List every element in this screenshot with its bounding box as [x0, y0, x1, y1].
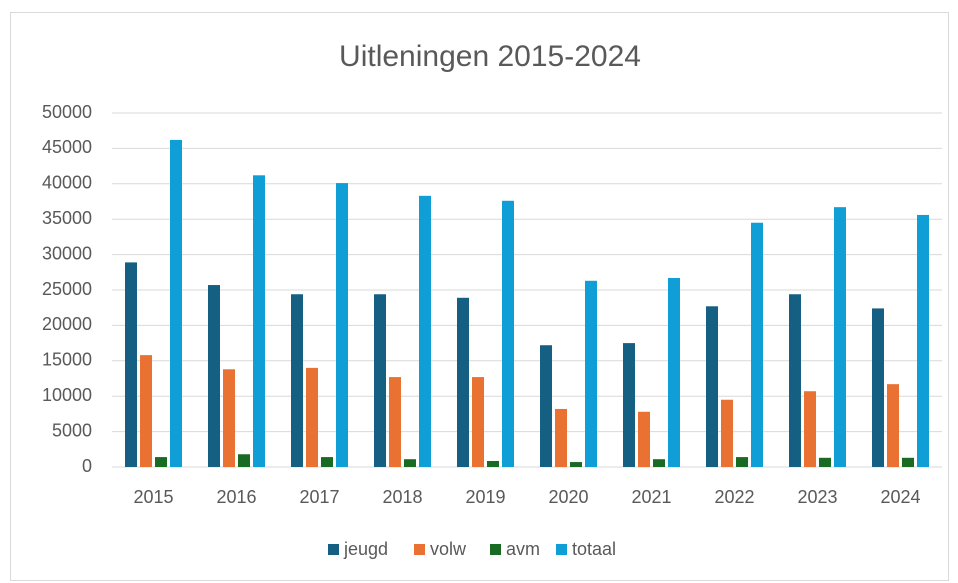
bar: [502, 200, 514, 468]
x-tick-label: 2020: [548, 487, 588, 507]
bar: [917, 214, 929, 467]
bar: [638, 411, 650, 467]
bar: [140, 355, 152, 467]
chart-title: Uitleningen 2015-2024: [339, 40, 641, 73]
x-tick-label: 2015: [133, 487, 173, 507]
bar: [208, 285, 220, 467]
y-tick-label: 35000: [42, 208, 92, 228]
x-tick-label: 2019: [465, 487, 505, 507]
bar: [902, 457, 914, 467]
bar: [789, 294, 801, 467]
bar: [155, 457, 167, 467]
y-tick-label: 5000: [52, 420, 92, 440]
bar: [721, 399, 733, 467]
legend-label: totaal: [572, 539, 616, 559]
bar: [872, 308, 884, 467]
bar: [238, 454, 250, 467]
bar: [457, 297, 469, 467]
legend-swatch: [556, 544, 567, 555]
bar: [706, 306, 718, 467]
x-tick-label: 2021: [631, 487, 671, 507]
legend-swatch: [414, 544, 425, 555]
bar: [623, 343, 635, 467]
bar: [291, 294, 303, 467]
bar: [125, 262, 137, 467]
y-tick-label: 0: [82, 456, 92, 476]
bar: [736, 457, 748, 467]
y-tick-label: 10000: [42, 385, 92, 405]
bar: [585, 280, 597, 467]
legend-label: avm: [506, 539, 540, 559]
x-tick-label: 2024: [880, 487, 920, 507]
bar: [389, 377, 401, 467]
bar: [819, 457, 831, 467]
bar: [540, 345, 552, 467]
bar: [321, 457, 333, 467]
bar: [834, 207, 846, 467]
y-tick-label: 50000: [42, 102, 92, 122]
legend-label: volw: [430, 539, 467, 559]
bar: [751, 222, 763, 467]
x-tick-label: 2018: [382, 487, 422, 507]
y-tick-label: 30000: [42, 243, 92, 263]
y-tick-label: 15000: [42, 350, 92, 370]
bar: [887, 384, 899, 467]
bar: [487, 460, 499, 467]
bar: [555, 408, 567, 467]
bar: [570, 462, 582, 467]
legend-swatch: [328, 544, 339, 555]
bar: [668, 277, 680, 467]
x-tick-label: 2017: [299, 487, 339, 507]
y-tick-label: 40000: [42, 173, 92, 193]
bar: [306, 367, 318, 467]
x-tick-label: 2022: [714, 487, 754, 507]
bar: [472, 377, 484, 467]
bar: [336, 183, 348, 468]
legend-label: jeugd: [343, 539, 388, 559]
y-tick-label: 25000: [42, 279, 92, 299]
bar: [223, 369, 235, 467]
x-tick-label: 2016: [216, 487, 256, 507]
bar: [804, 391, 816, 467]
y-tick-label: 20000: [42, 314, 92, 334]
x-tick-label: 2023: [797, 487, 837, 507]
bar: [374, 294, 386, 467]
bar: [419, 195, 431, 467]
bar: [653, 459, 665, 467]
bar: [404, 459, 416, 467]
bar: [253, 175, 265, 467]
legend-swatch: [490, 544, 501, 555]
y-tick-label: 45000: [42, 137, 92, 157]
bar: [170, 139, 182, 468]
